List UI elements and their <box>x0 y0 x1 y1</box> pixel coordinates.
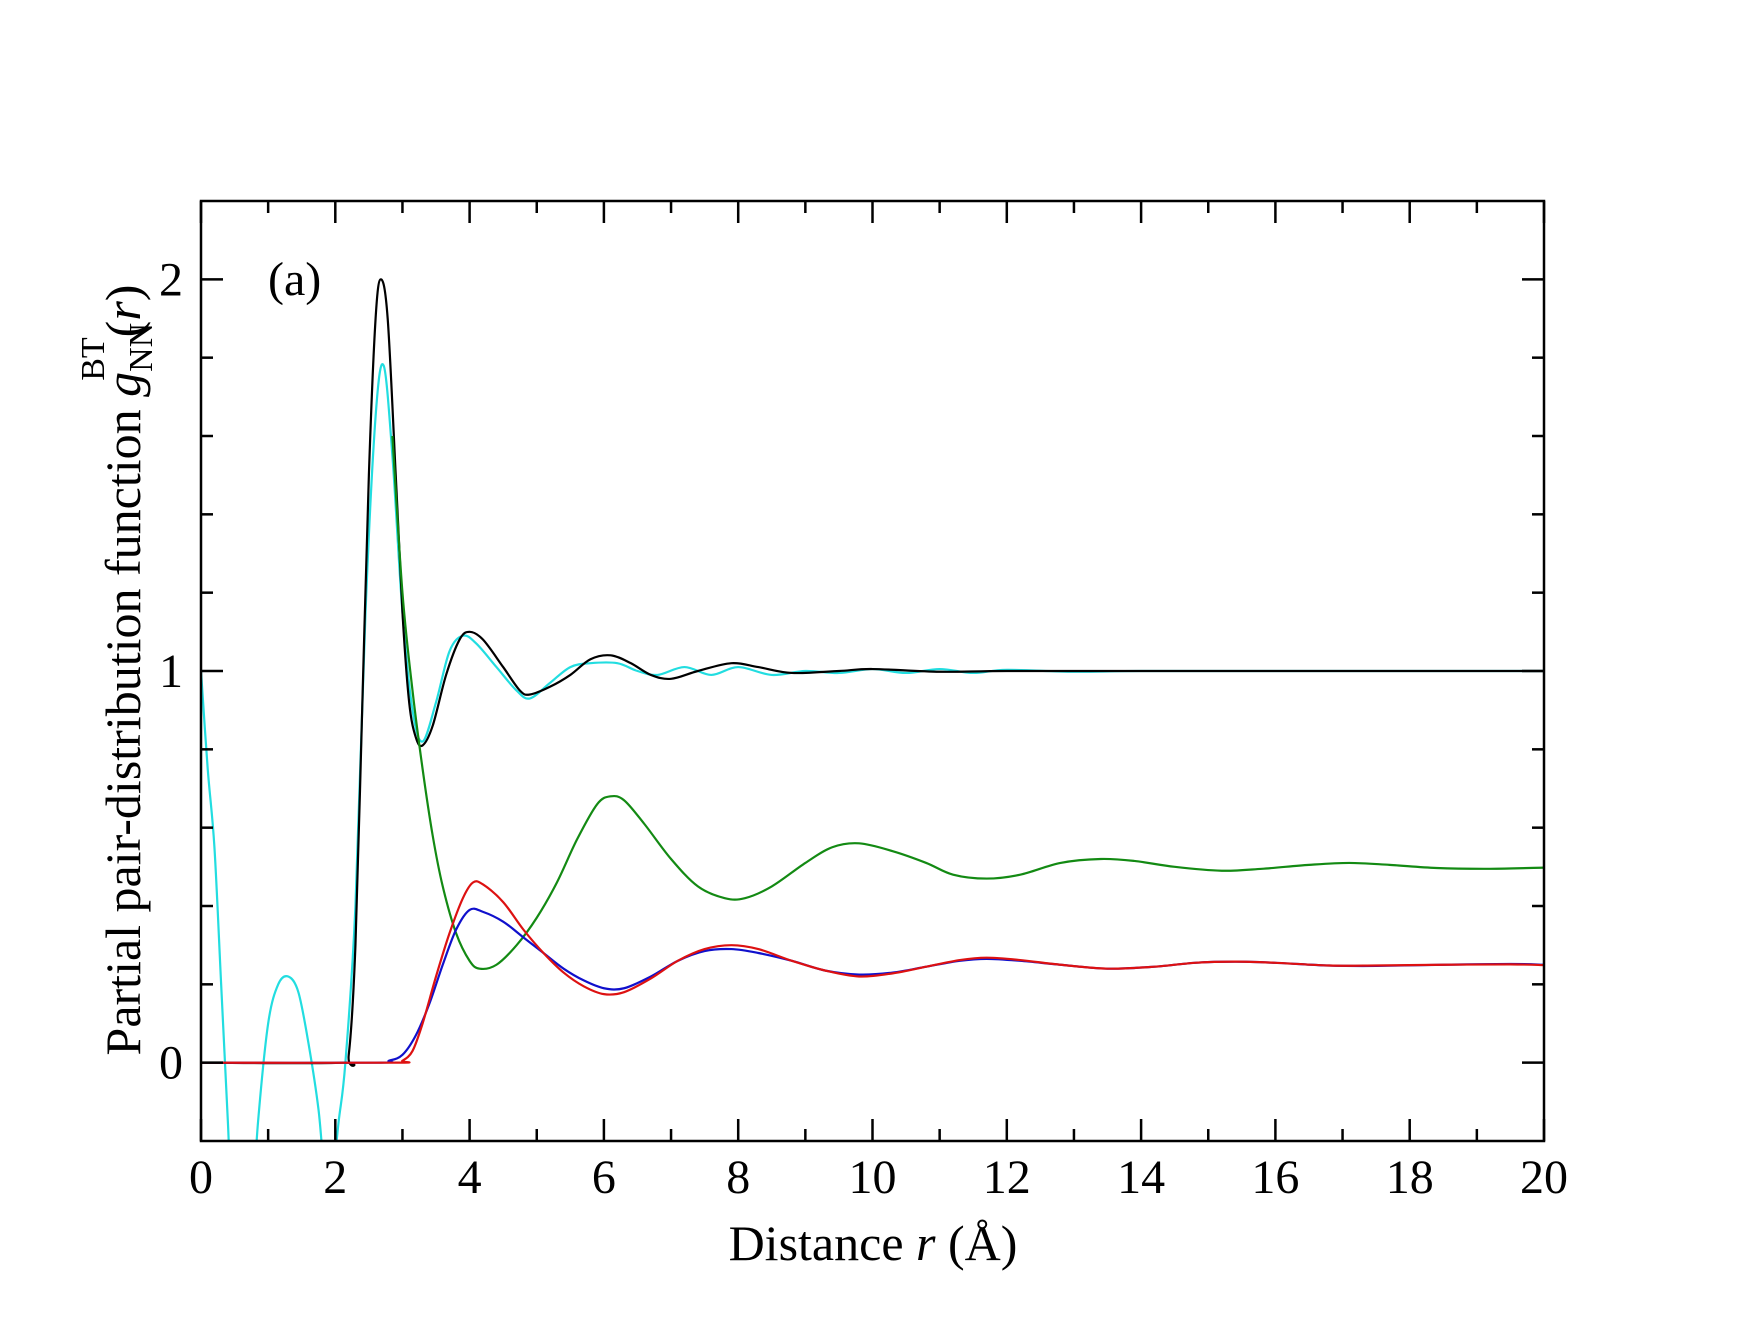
x-tick-label: 0 <box>189 1151 213 1204</box>
y-axis-title-prefix: Partial pair-distribution function <box>95 397 151 1056</box>
y-axis-title-arg: r <box>95 301 151 321</box>
y-axis-title-sup: BT <box>75 337 112 381</box>
x-tick-label: 2 <box>323 1151 347 1204</box>
y-tick-label: 0 <box>159 1037 183 1090</box>
x-tick-label: 16 <box>1251 1151 1299 1204</box>
series-group <box>201 278 1544 1141</box>
series-line-red <box>201 880 1544 1064</box>
x-tick-label: 6 <box>592 1151 616 1204</box>
x-axis-title-prefix: Distance <box>729 1215 916 1271</box>
y-axis-title-sub: NN <box>123 323 160 372</box>
y-axis-title-close: ) <box>95 285 151 302</box>
x-tick-label: 12 <box>983 1151 1031 1204</box>
x-tick-label: 18 <box>1386 1151 1434 1204</box>
x-tick-label: 10 <box>849 1151 897 1204</box>
x-axis-title-var: r <box>916 1215 936 1271</box>
axis-ticks <box>199 201 1546 1141</box>
series-line-green <box>391 435 1544 970</box>
y-tick-label: 2 <box>159 253 183 306</box>
x-axis-title-suffix: (Å) <box>935 1215 1017 1271</box>
series-line-blue <box>201 907 1544 1064</box>
x-tick-label: 20 <box>1520 1151 1568 1204</box>
x-tick-label: 8 <box>726 1151 750 1204</box>
y-tick-label: 1 <box>159 645 183 698</box>
y-axis-title-var: g <box>95 372 151 397</box>
x-tick-label: 4 <box>458 1151 482 1204</box>
x-tick-label: 14 <box>1117 1151 1165 1204</box>
y-axis-title-open: ( <box>95 321 151 338</box>
panel-label: (a) <box>268 253 321 306</box>
y-axis-title: Partial pair-distribution function gNNBT… <box>75 285 160 1056</box>
x-axis-title: Distance r (Å) <box>729 1215 1018 1271</box>
series-line-black <box>201 278 1544 1067</box>
